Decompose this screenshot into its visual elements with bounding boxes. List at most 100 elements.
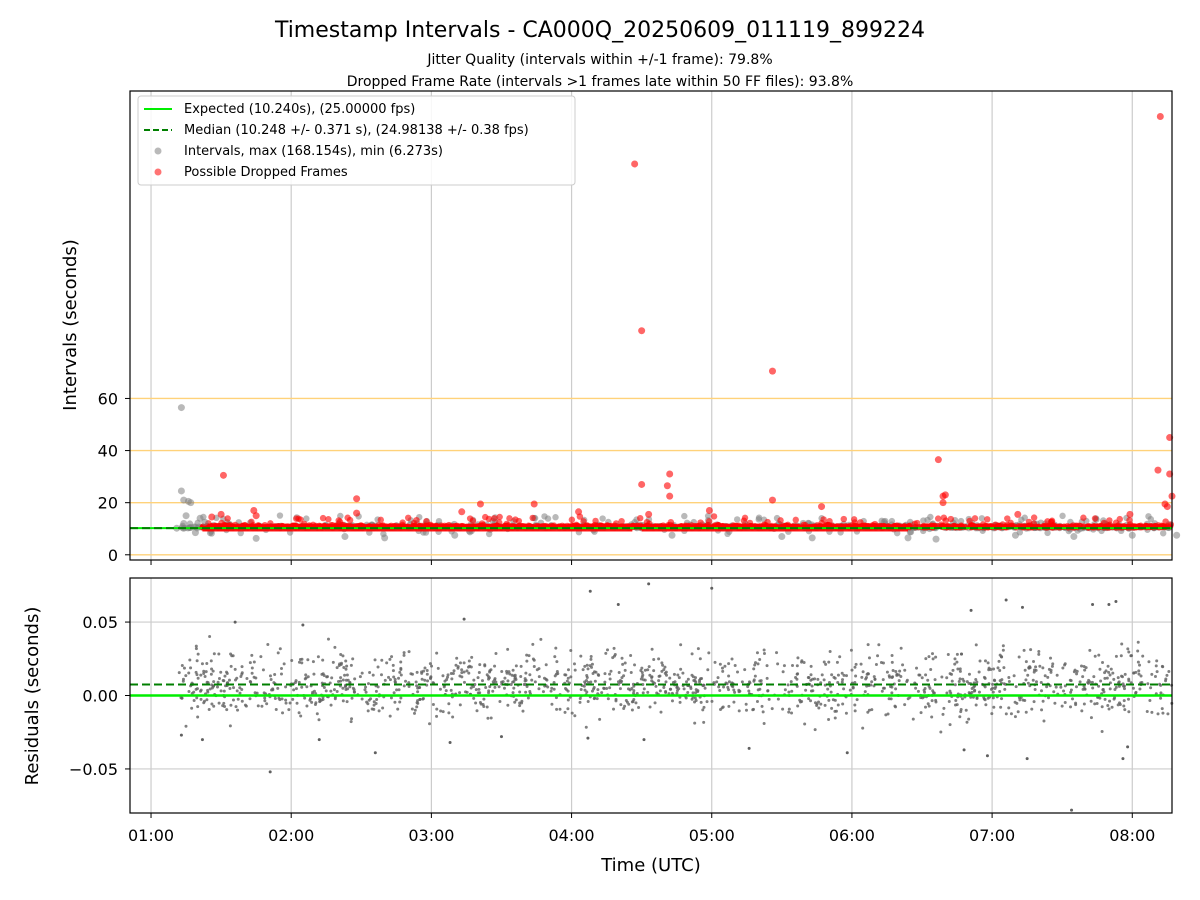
- residual-point: [766, 689, 770, 693]
- residual-point: [592, 685, 596, 689]
- residual-point: [441, 674, 445, 678]
- residual-point: [1002, 682, 1006, 686]
- residual-point: [965, 680, 969, 684]
- residual-point: [1126, 697, 1130, 701]
- residual-point: [800, 660, 804, 664]
- residual-point: [269, 677, 273, 681]
- residual-point: [556, 672, 560, 676]
- residual-point: [1033, 688, 1037, 692]
- residual-point: [830, 706, 834, 710]
- interval-outlier: [1011, 531, 1019, 539]
- dropped-frame-point: [940, 514, 948, 521]
- residual-point: [392, 691, 396, 695]
- residual-point: [874, 663, 878, 667]
- dropped-frame-point: [297, 516, 304, 523]
- residual-point: [416, 690, 420, 694]
- residual-point: [973, 689, 977, 693]
- residual-point: [1001, 648, 1005, 652]
- residual-point: [1160, 707, 1164, 711]
- residual-point: [720, 666, 724, 670]
- residual-point: [465, 669, 469, 673]
- residual-point: [930, 652, 934, 656]
- residual-point: [527, 654, 531, 658]
- residual-point: [924, 657, 928, 661]
- residual-point: [887, 697, 891, 701]
- residual-point: [919, 696, 923, 700]
- residual-point: [511, 668, 515, 672]
- residual-point: [225, 708, 229, 712]
- interval-point: [681, 512, 688, 520]
- residual-point: [824, 662, 828, 666]
- dropped-frame-point: [1140, 523, 1147, 531]
- residual-point: [854, 662, 858, 666]
- residual-point: [284, 685, 288, 689]
- residual-point: [297, 660, 301, 664]
- residual-point: [696, 647, 700, 651]
- residual-point: [915, 666, 919, 670]
- residual-point: [1080, 664, 1084, 668]
- residual-point: [505, 669, 509, 673]
- residual-point: [297, 711, 301, 715]
- residual-point: [341, 686, 345, 690]
- residual-point: [1111, 671, 1115, 675]
- residual-point: [243, 703, 247, 707]
- residual-point: [833, 709, 837, 713]
- residual-point: [555, 660, 559, 664]
- residual-point: [1106, 664, 1110, 668]
- residual-point: [284, 701, 288, 705]
- residual-point: [229, 703, 233, 707]
- residual-point: [364, 690, 368, 694]
- residual-point: [458, 691, 462, 695]
- residual-point: [458, 661, 462, 665]
- dropped-frame-point: [618, 517, 625, 525]
- residual-point: [380, 658, 384, 662]
- residual-point: [192, 699, 196, 703]
- residual-point: [933, 678, 937, 682]
- residual-point: [853, 681, 857, 685]
- residual-point: [483, 664, 487, 668]
- residual-point: [429, 676, 433, 680]
- residual-point: [830, 673, 834, 677]
- residual-point: [344, 659, 348, 663]
- residual-point: [854, 674, 858, 678]
- dropped-frame-outlier: [1156, 113, 1164, 121]
- residual-point: [452, 669, 456, 673]
- interval-outlier: [191, 529, 199, 537]
- residual-point: [196, 705, 200, 709]
- residual-point: [765, 676, 769, 680]
- residual-point: [554, 696, 558, 700]
- residual-point: [1149, 686, 1153, 690]
- residual-point: [682, 687, 686, 691]
- dropped-frame-point: [404, 514, 412, 522]
- residual-point: [1136, 640, 1140, 644]
- x-tick-label: 02:00: [268, 826, 314, 845]
- residual-outlier: [448, 741, 452, 744]
- residual-point: [623, 704, 627, 708]
- residual-point: [974, 643, 978, 647]
- residual-point: [325, 675, 329, 679]
- interval-outlier: [196, 514, 204, 522]
- residual-point: [1088, 648, 1092, 652]
- residual-point: [485, 705, 489, 709]
- residual-point: [866, 643, 870, 647]
- residual-point: [573, 668, 577, 672]
- residual-point: [1119, 654, 1123, 658]
- residual-point: [833, 716, 837, 720]
- residual-point: [219, 689, 223, 693]
- residual-point: [509, 683, 513, 687]
- residual-point: [477, 687, 481, 691]
- residual-point: [431, 703, 435, 707]
- residual-point: [657, 657, 661, 661]
- residual-point: [209, 672, 213, 676]
- residual-point: [605, 687, 609, 691]
- residual-point: [911, 717, 915, 721]
- residual-point: [579, 654, 583, 658]
- residual-point: [1130, 654, 1134, 658]
- residual-point: [759, 679, 763, 683]
- residual-point: [590, 665, 594, 669]
- residual-outlier: [962, 748, 966, 752]
- residual-point: [964, 708, 968, 712]
- residual-point: [262, 691, 266, 695]
- residual-point: [210, 702, 214, 706]
- residual-point: [841, 678, 845, 682]
